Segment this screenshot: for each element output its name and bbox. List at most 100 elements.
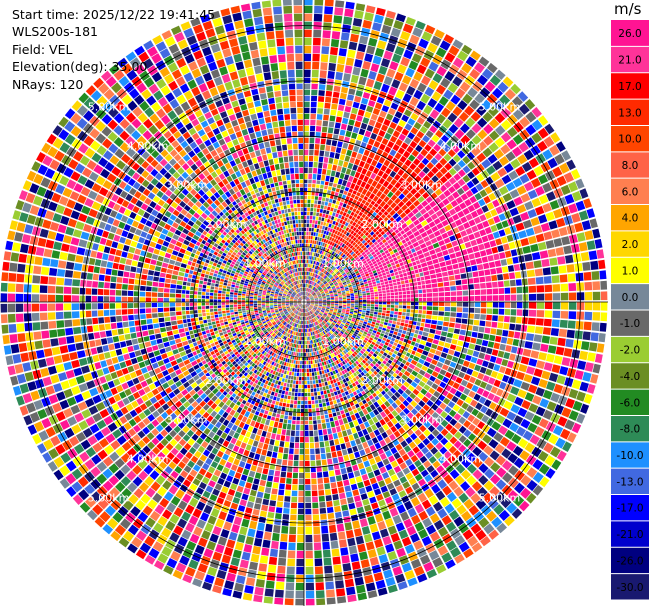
velocity-gate — [306, 303, 310, 305]
velocity-gate — [237, 505, 246, 512]
velocity-gate — [306, 336, 308, 341]
velocity-gate — [352, 357, 357, 362]
velocity-gate — [520, 356, 530, 365]
velocity-gate — [315, 311, 319, 315]
velocity-gate — [386, 390, 394, 397]
velocity-gate — [146, 346, 153, 353]
velocity-gate — [386, 310, 390, 314]
velocity-gate — [291, 496, 298, 503]
velocity-gate — [389, 330, 394, 334]
velocity-gate — [506, 337, 514, 345]
velocity-gate — [202, 316, 207, 320]
velocity-gate — [313, 355, 317, 360]
velocity-gate — [256, 429, 263, 436]
velocity-gate — [256, 407, 261, 412]
velocity-gate — [234, 541, 244, 551]
velocity-gate — [341, 401, 346, 406]
velocity-gate — [396, 321, 401, 326]
velocity-gate — [243, 449, 250, 457]
velocity-gate — [301, 304, 304, 309]
velocity-gate — [162, 369, 169, 377]
velocity-gate — [310, 384, 313, 389]
velocity-gate — [526, 492, 537, 504]
velocity-gate — [206, 366, 211, 372]
velocity-gate — [373, 572, 384, 582]
velocity-gate — [215, 544, 225, 554]
velocity-gate — [291, 424, 296, 431]
velocity-gate — [364, 434, 371, 441]
velocity-gate — [290, 396, 295, 400]
velocity-gate — [335, 364, 339, 369]
velocity-gate — [201, 331, 206, 335]
velocity-gate — [333, 352, 338, 356]
velocity-gate — [511, 346, 518, 354]
velocity-gate — [254, 308, 258, 311]
velocity-gate — [383, 416, 391, 423]
velocity-gate — [346, 308, 350, 310]
velocity-gate — [338, 309, 342, 312]
velocity-gate — [330, 302, 335, 304]
velocity-gate — [337, 431, 343, 438]
velocity-gate — [236, 575, 246, 585]
velocity-gate — [331, 488, 338, 495]
velocity-gate — [169, 340, 176, 346]
velocity-gate — [304, 304, 306, 309]
velocity-gate — [530, 350, 540, 359]
velocity-gate — [273, 476, 280, 483]
velocity-gate — [282, 365, 286, 370]
velocity-gate — [304, 341, 306, 345]
velocity-gate — [418, 369, 426, 376]
velocity-gate — [324, 311, 329, 314]
velocity-gate — [240, 429, 247, 436]
velocity-gate — [323, 325, 327, 329]
velocity-gate — [288, 416, 292, 420]
velocity-gate — [376, 398, 384, 406]
velocity-gate — [285, 374, 289, 379]
velocity-gate — [448, 409, 457, 418]
velocity-gate — [198, 362, 204, 367]
velocity-gate — [378, 499, 386, 507]
velocity-gate — [308, 420, 313, 425]
velocity-gate — [563, 348, 573, 357]
velocity-gate — [282, 453, 288, 460]
velocity-gate — [395, 347, 400, 352]
velocity-gate — [345, 330, 350, 334]
velocity-gate — [360, 396, 365, 401]
velocity-gate — [230, 314, 235, 318]
velocity-gate — [317, 419, 321, 424]
velocity-gate — [345, 343, 349, 347]
velocity-gate — [460, 379, 468, 387]
velocity-gate — [374, 455, 382, 463]
velocity-gate — [372, 339, 377, 343]
velocity-gate — [357, 430, 364, 438]
velocity-gate — [426, 368, 434, 375]
velocity-gate — [399, 411, 406, 419]
velocity-gate — [310, 323, 313, 328]
velocity-gate — [282, 459, 288, 466]
velocity-gate — [300, 312, 302, 317]
velocity-gate — [365, 541, 375, 551]
velocity-gate — [129, 351, 136, 359]
velocity-gate — [588, 342, 598, 352]
velocity-gate — [415, 420, 423, 428]
velocity-gate — [312, 318, 315, 323]
velocity-gate — [287, 395, 291, 400]
velocity-gate — [555, 437, 566, 449]
velocity-gate — [261, 396, 266, 401]
velocity-gate — [359, 518, 369, 528]
velocity-gate — [337, 415, 342, 420]
velocity-gate — [302, 361, 304, 365]
velocity-gate — [590, 373, 599, 384]
velocity-gate — [354, 576, 364, 586]
velocity-gate — [320, 349, 323, 354]
velocity-gate — [316, 338, 319, 343]
velocity-gate — [348, 389, 353, 394]
velocity-gate — [353, 409, 358, 414]
velocity-gate — [492, 302, 499, 308]
velocity-gate — [446, 332, 454, 338]
velocity-gate — [281, 361, 285, 366]
velocity-gate — [299, 466, 304, 473]
velocity-gate — [405, 343, 411, 348]
velocity-gate — [289, 329, 292, 334]
velocity-gate — [291, 351, 294, 356]
